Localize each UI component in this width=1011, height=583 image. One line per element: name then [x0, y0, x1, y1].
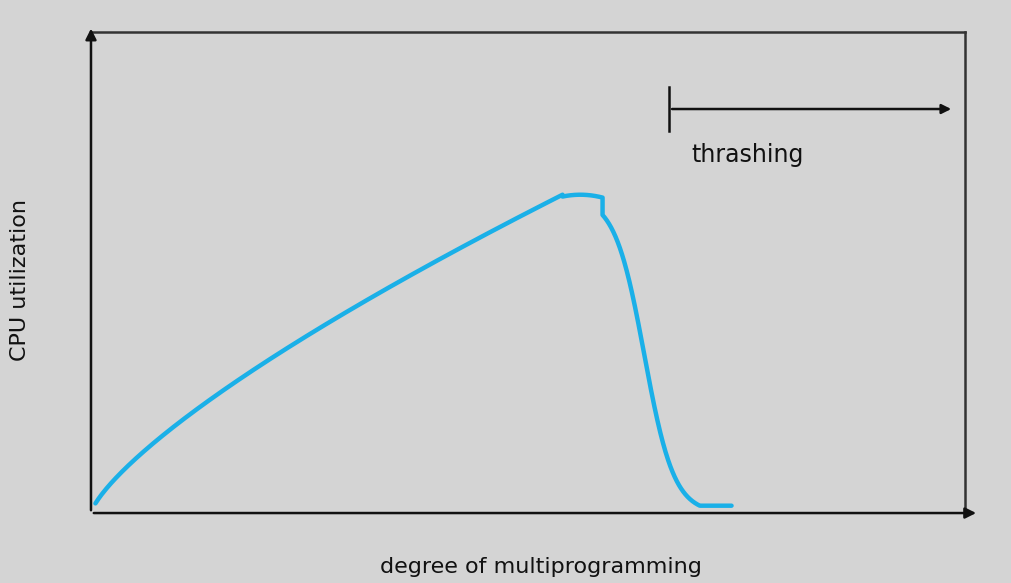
Text: degree of multiprogramming: degree of multiprogramming — [380, 557, 702, 577]
Text: thrashing: thrashing — [692, 143, 804, 167]
Text: CPU utilization: CPU utilization — [10, 199, 30, 361]
